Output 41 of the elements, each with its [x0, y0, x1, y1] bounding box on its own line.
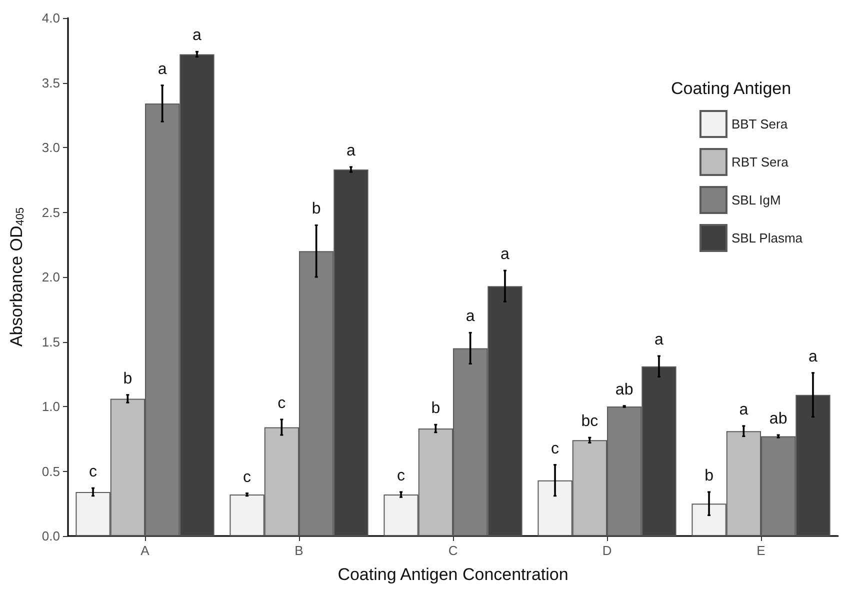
x-tick-label: E — [756, 543, 766, 558]
x-tick-label: B — [294, 543, 304, 558]
y-axis-title: Absorbance OD405 — [7, 207, 26, 347]
legend-label: RBT Sera — [731, 154, 790, 170]
y-tick-label: 1.0 — [42, 399, 60, 414]
data-label: a — [808, 348, 818, 366]
data-label: a — [466, 308, 475, 326]
data-label: a — [192, 27, 202, 44]
y-tick-label: 2.0 — [42, 270, 60, 284]
legend-label: BBT Sera — [731, 116, 788, 132]
data-label: a — [500, 246, 510, 264]
y-tick-label: 2.5 — [42, 204, 60, 220]
y-tick-label: 3.5 — [42, 75, 60, 90]
data-label: ab — [615, 381, 634, 398]
x-axis-title: Coating Antigen Concentration — [338, 565, 568, 584]
data-label: b — [704, 467, 714, 484]
y-tick-label: 4.0 — [42, 10, 60, 26]
y-tick-label: 0.5 — [42, 464, 60, 479]
legend-label: SBL IgM — [731, 192, 781, 208]
data-label: ab — [769, 410, 788, 428]
data-label: bc — [581, 413, 598, 430]
data-label: c — [551, 440, 560, 458]
data-label: a — [346, 142, 356, 160]
x-tick-label: C — [448, 543, 458, 558]
data-label: b — [431, 400, 440, 418]
data-label: b — [312, 200, 321, 218]
legend-title: Coating Antigen — [671, 79, 792, 98]
y-tick-label: 3.0 — [42, 140, 60, 155]
data-label: c — [243, 468, 252, 486]
data-label: c — [89, 464, 98, 481]
x-tick-label: D — [602, 543, 612, 558]
data-label: b — [123, 370, 132, 388]
y-tick-label: 1.5 — [42, 334, 60, 350]
y-tick-label: 0.0 — [42, 528, 60, 544]
data-label: c — [397, 467, 406, 484]
data-label: a — [739, 401, 748, 418]
data-label: c — [278, 394, 286, 412]
legend-label: SBL Plasma — [731, 230, 804, 246]
data-label: a — [158, 60, 167, 78]
x-tick-label: A — [140, 543, 150, 558]
data-label: a — [654, 331, 664, 348]
